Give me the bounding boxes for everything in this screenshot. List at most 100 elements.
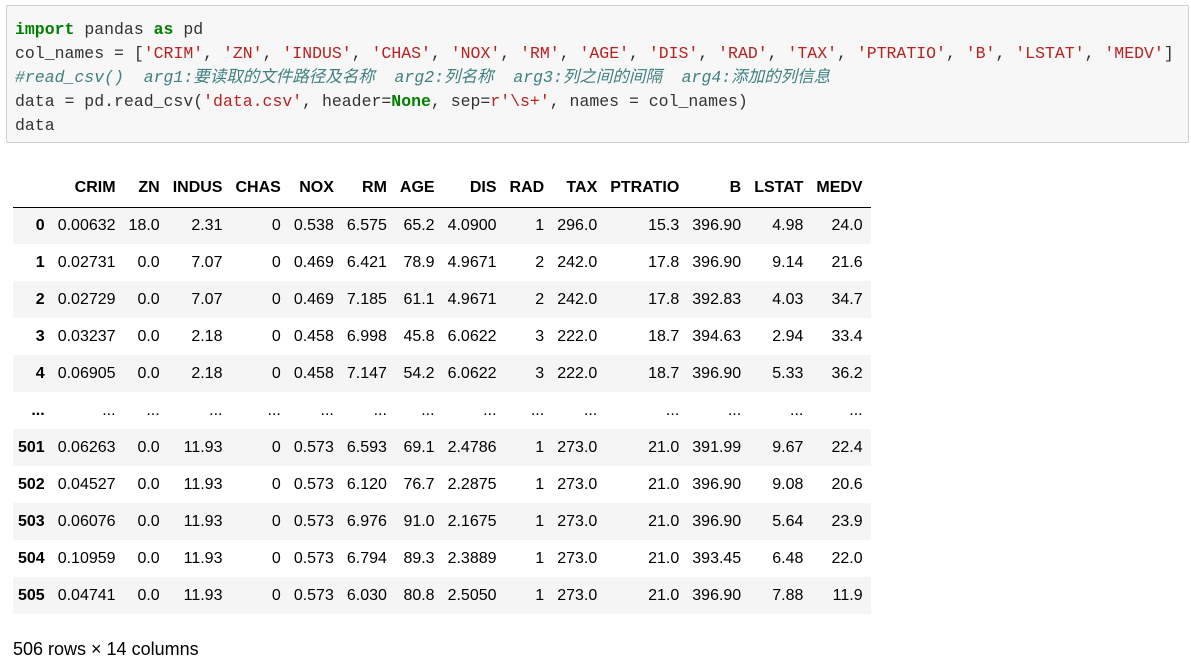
table-cell: 1	[535, 438, 545, 456]
string-column-name: 'RAD'	[718, 44, 768, 63]
table-cell: 1	[535, 549, 545, 567]
string-column-name: 'B'	[965, 44, 996, 63]
table-cell: 0.469	[293, 290, 334, 308]
table-cell: 0	[271, 364, 281, 382]
table-cell: 80.8	[403, 586, 435, 604]
table-cell: 0.06263	[57, 438, 116, 456]
table-cell: 0.573	[293, 586, 334, 604]
table-cell: 36.2	[831, 364, 863, 382]
table-cell: ...	[209, 401, 223, 419]
code-text: pd	[173, 20, 204, 39]
keyword-none: None	[391, 92, 431, 111]
row-index: 4	[35, 364, 45, 382]
string-column-name: 'DIS'	[648, 44, 699, 63]
table-cell: 21.0	[648, 549, 680, 567]
table-cell: 65.2	[403, 216, 435, 234]
string-column-name: 'NOX'	[450, 44, 501, 63]
table-cell: 2.3889	[447, 549, 497, 567]
table-cell: 0.0	[137, 327, 160, 345]
table-cell: 21.0	[648, 475, 680, 493]
table-cell: 4.9671	[447, 290, 497, 308]
column-header: NOX	[288, 170, 342, 208]
table-cell: 61.1	[403, 290, 435, 308]
table-cell: 0.573	[293, 549, 334, 567]
table-cell: 0	[271, 253, 281, 271]
table-cell: 7.07	[191, 253, 223, 271]
table-cell: 1	[535, 216, 545, 234]
table-row: 503 0.06076 0.0 11.93 0 0.573 6.976 91.0 2.1675 1…	[13, 503, 871, 540]
table-cell: 6.593	[346, 438, 387, 456]
table-cell: ...	[530, 401, 545, 419]
table-row: 501 0.06263 0.0 11.93 0 0.573 6.593 69.1 2.4786 1…	[13, 429, 871, 466]
table-cell: 76.7	[403, 475, 435, 493]
table-cell: 273.0	[557, 549, 598, 567]
code-text: ]	[1163, 44, 1174, 63]
table-cell: 1	[535, 512, 545, 530]
table-cell: ...	[727, 401, 742, 419]
table-cell: 0.0	[137, 253, 160, 271]
code-text: ,	[1084, 44, 1105, 63]
code-editor[interactable]: import pandas as pd col_names = ['CRIM', …	[15, 18, 1174, 138]
table-cell: 0.06076	[57, 512, 116, 530]
table-cell: 34.7	[831, 290, 863, 308]
table-cell: 2.1675	[447, 512, 497, 530]
column-header: CHAS	[230, 170, 289, 208]
table-cell: 6.575	[346, 216, 387, 234]
row-index: 2	[35, 290, 45, 308]
keyword-as: as	[153, 20, 174, 39]
string-column-name: 'PTRATIO'	[856, 44, 946, 63]
table-cell: 91.0	[403, 512, 435, 530]
string-column-name: 'RM'	[520, 44, 560, 63]
code-text: ,	[262, 44, 283, 63]
table-cell: 296.0	[557, 216, 598, 234]
column-header: B	[687, 170, 750, 208]
string-column-name: 'ZN'	[222, 44, 263, 63]
table-cell: 9.08	[772, 475, 804, 493]
string-column-name: 'CHAS'	[371, 44, 431, 63]
table-cell: 1	[535, 475, 545, 493]
column-header: RAD	[504, 170, 553, 208]
table-cell: 0.458	[293, 327, 334, 345]
table-cell: 396.90	[692, 253, 742, 271]
table-cell: 9.67	[772, 438, 804, 456]
table-cell: 18.7	[648, 364, 680, 382]
table-cell: 396.90	[692, 475, 742, 493]
string-column-name: 'LSTAT'	[1015, 44, 1085, 63]
table-cell: 11.93	[183, 475, 223, 493]
column-header: PTRATIO	[605, 170, 688, 208]
table-row: 0 0.00632 18.0 2.31 0 0.538 6.575 65.2 4.0900 1 29…	[13, 207, 871, 244]
table-cell: 0.02731	[57, 253, 116, 271]
code-text: ,	[203, 44, 223, 63]
table-cell: 6.421	[346, 253, 387, 271]
table-cell: 2	[535, 290, 545, 308]
table-cell: 22.4	[831, 438, 863, 456]
table-cell: 393.45	[692, 549, 742, 567]
table-cell: 0	[271, 586, 281, 604]
row-index: 1	[35, 253, 45, 271]
table-cell: 242.0	[557, 290, 598, 308]
code-line-1: import pandas as pd	[15, 18, 1174, 42]
code-line-4: data = pd.read_csv('data.csv', header=No…	[15, 90, 1174, 114]
table-cell: 17.8	[648, 253, 680, 271]
code-text: col_names = [	[15, 44, 144, 63]
table-cell: 6.120	[346, 475, 387, 493]
table-cell: 3	[535, 327, 545, 345]
code-text: ,	[767, 44, 788, 63]
index-header	[13, 170, 53, 208]
table-cell: 4.03	[772, 290, 804, 308]
table-row: 4 0.06905 0.0 2.18 0 0.458 7.147 54.2 6.0622 3 222…	[13, 355, 871, 392]
column-header: CRIM	[52, 170, 124, 208]
code-text: , sep=	[430, 92, 491, 111]
table-cell: 2.4786	[447, 438, 497, 456]
table-cell: 9.14	[772, 253, 804, 271]
table-cell: 0.0	[137, 290, 160, 308]
table-cell: 11.9	[832, 586, 863, 604]
table-cell: 0	[271, 327, 281, 345]
table-cell: 6.48	[772, 549, 804, 567]
column-header: ZN	[123, 170, 168, 208]
table-cell: 18.7	[648, 327, 680, 345]
table-cell: 6.0622	[447, 364, 497, 382]
code-cell[interactable]: import pandas as pd col_names = ['CRIM', …	[6, 5, 1189, 143]
table-cell: 11.93	[183, 512, 223, 530]
table-cell: 6.794	[346, 549, 387, 567]
